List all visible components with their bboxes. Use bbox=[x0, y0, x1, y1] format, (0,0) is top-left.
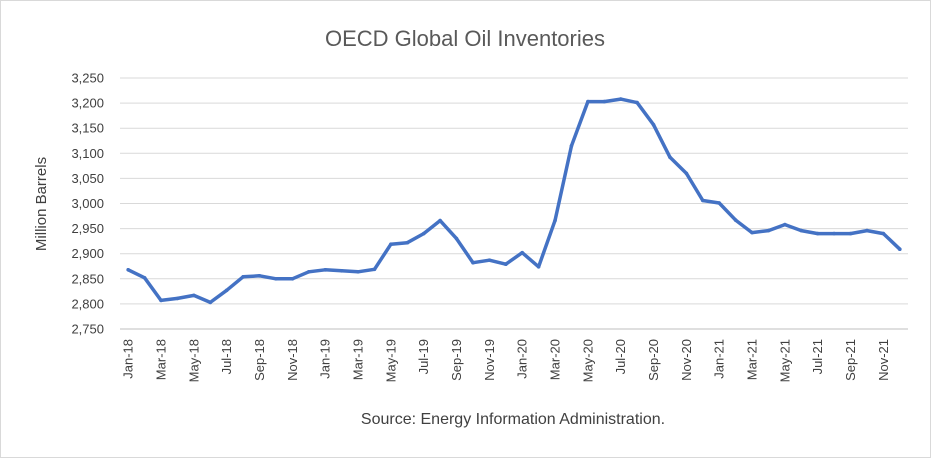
x-tick-label: May-20 bbox=[580, 339, 595, 382]
data-point bbox=[126, 268, 130, 272]
data-point bbox=[783, 222, 787, 227]
series-layer bbox=[126, 97, 902, 305]
source-note: Source: Energy Information Administratio… bbox=[361, 411, 665, 428]
data-point bbox=[405, 240, 410, 245]
data-point bbox=[159, 298, 163, 303]
data-point bbox=[356, 270, 360, 274]
data-point bbox=[569, 144, 574, 148]
y-tick-label: 2,850 bbox=[71, 271, 104, 286]
data-point bbox=[175, 296, 180, 301]
data-point bbox=[339, 269, 344, 273]
data-point bbox=[618, 97, 623, 101]
x-tick-label: May-18 bbox=[186, 339, 201, 382]
series-line bbox=[126, 97, 902, 305]
x-tick-label: Nov-18 bbox=[285, 339, 300, 381]
data-point bbox=[504, 262, 508, 267]
x-tick-label: Nov-20 bbox=[679, 339, 694, 381]
x-tick-label: Sep-18 bbox=[252, 339, 267, 381]
x-tick-label: Sep-19 bbox=[449, 339, 464, 381]
data-point bbox=[438, 218, 442, 223]
y-tick-label: 3,000 bbox=[71, 196, 104, 211]
chart-title: OECD Global Oil Inventories bbox=[325, 26, 605, 51]
x-tick-label: Jan-19 bbox=[318, 339, 333, 379]
y-tick-label: 2,950 bbox=[71, 221, 104, 236]
data-point bbox=[487, 258, 492, 263]
x-tick-label: May-21 bbox=[777, 339, 792, 382]
gridlines bbox=[120, 77, 908, 330]
y-tick-label: 2,800 bbox=[71, 296, 104, 311]
data-point bbox=[274, 277, 278, 281]
data-point bbox=[586, 99, 590, 104]
data-point bbox=[389, 242, 393, 246]
data-point bbox=[668, 155, 672, 160]
data-point bbox=[224, 288, 229, 293]
data-point bbox=[241, 275, 245, 279]
data-point bbox=[142, 276, 147, 280]
x-tick-label: Jul-21 bbox=[810, 339, 825, 374]
data-point bbox=[421, 231, 426, 236]
x-tick-label: Mar-18 bbox=[154, 339, 169, 380]
x-tick-label: Jan-18 bbox=[121, 339, 136, 379]
data-point bbox=[701, 198, 705, 203]
data-point bbox=[372, 267, 377, 272]
x-tick-label: Jan-20 bbox=[515, 339, 530, 379]
data-point bbox=[750, 230, 754, 235]
data-point bbox=[290, 277, 295, 281]
x-tick-label: May-19 bbox=[383, 339, 398, 382]
data-point bbox=[766, 228, 771, 233]
y-axis-ticks: 2,750 2,800 2,850 2,900 2,950 3,000 3,050 3,100… bbox=[71, 71, 104, 337]
data-point bbox=[733, 218, 738, 222]
x-axis-ticks: Jan-18 Mar-18 May-18 Jul-18 Sep-18 Nov-18 Jan-… bbox=[121, 339, 891, 382]
x-tick-label: Jul-18 bbox=[219, 339, 234, 374]
data-point bbox=[323, 268, 328, 272]
y-tick-label: 3,150 bbox=[71, 121, 104, 136]
data-point bbox=[881, 231, 886, 236]
data-point bbox=[898, 247, 902, 251]
data-point bbox=[553, 218, 557, 223]
x-tick-label: Sep-21 bbox=[843, 339, 858, 381]
data-point bbox=[471, 260, 475, 265]
data-point bbox=[257, 274, 262, 278]
x-tick-label: Mar-19 bbox=[351, 339, 366, 380]
data-point bbox=[454, 236, 459, 241]
y-tick-label: 2,750 bbox=[71, 322, 104, 337]
data-point bbox=[635, 100, 639, 105]
data-point bbox=[815, 231, 820, 236]
x-tick-label: Nov-19 bbox=[482, 339, 497, 381]
y-tick-label: 3,050 bbox=[71, 171, 104, 186]
y-tick-label: 3,250 bbox=[71, 71, 104, 86]
data-point bbox=[684, 171, 689, 176]
data-point bbox=[520, 250, 524, 255]
y-tick-label: 2,900 bbox=[71, 246, 104, 261]
y-tick-label: 3,200 bbox=[71, 96, 104, 111]
x-tick-label: Jul-20 bbox=[613, 339, 628, 374]
x-tick-label: Sep-20 bbox=[646, 339, 661, 381]
x-tick-label: Nov-21 bbox=[876, 339, 891, 381]
data-point bbox=[848, 231, 853, 236]
x-tick-label: Mar-20 bbox=[548, 339, 563, 380]
y-tick-label: 3,100 bbox=[71, 146, 104, 161]
data-point bbox=[536, 265, 541, 269]
data-point bbox=[832, 231, 836, 236]
x-tick-label: Mar-21 bbox=[745, 339, 760, 380]
x-tick-label: Jan-21 bbox=[712, 339, 727, 379]
y-axis-label: Million Barrels bbox=[33, 157, 50, 251]
data-point bbox=[799, 228, 804, 233]
data-point bbox=[307, 270, 311, 274]
data-point bbox=[865, 228, 869, 233]
data-point bbox=[208, 300, 213, 305]
data-point bbox=[651, 122, 656, 127]
data-point bbox=[602, 99, 607, 104]
data-point bbox=[192, 293, 196, 298]
data-point bbox=[717, 201, 721, 205]
x-tick-label: Jul-19 bbox=[416, 339, 431, 374]
